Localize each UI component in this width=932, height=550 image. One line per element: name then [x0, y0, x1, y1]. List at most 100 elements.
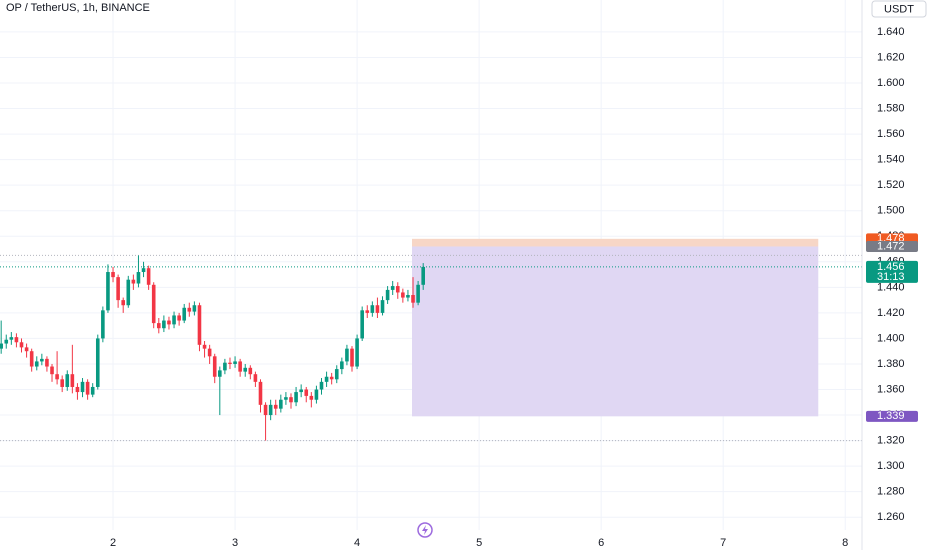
candle-body	[385, 289, 390, 301]
candle-body	[273, 404, 278, 409]
candle-body	[90, 386, 95, 395]
candle-body	[40, 358, 44, 362]
candle-body	[111, 272, 115, 278]
y-tick-label: 1.320	[877, 435, 905, 447]
y-tick-label: 1.260	[877, 511, 905, 523]
y-tick-label: 1.380	[877, 358, 905, 370]
candle-body	[85, 381, 90, 395]
candle-body	[146, 268, 151, 285]
candle-body	[24, 347, 29, 352]
candle-body	[324, 376, 329, 382]
candle-body	[228, 362, 232, 364]
candle-body	[248, 367, 253, 375]
candle-body	[309, 395, 314, 400]
candle-body	[279, 399, 283, 409]
x-tick-label: 5	[476, 537, 482, 549]
replay-icon[interactable]	[417, 522, 433, 538]
candle-body	[106, 272, 110, 311]
position-target-zone	[412, 238, 819, 247]
candle-body	[4, 339, 9, 344]
candle-body	[50, 366, 54, 375]
candle-body	[9, 337, 14, 340]
candle-body	[29, 351, 34, 367]
candle-body	[131, 279, 136, 284]
candle-body	[350, 348, 354, 367]
icon-bolt[interactable]	[422, 525, 428, 535]
candle-body	[253, 374, 258, 382]
candle-body	[0, 343, 3, 349]
candle-body	[334, 369, 339, 380]
x-tick-label: 3	[232, 537, 238, 549]
candle-body	[65, 374, 70, 387]
x-tick-label: 7	[720, 537, 726, 549]
y-tick-label: 1.420	[877, 307, 905, 319]
y-tick-label: 1.560	[877, 128, 905, 140]
position-bottom-label: 1.339	[877, 410, 905, 422]
x-tick-label: 6	[598, 537, 604, 549]
candle-body	[212, 356, 217, 377]
candle-body	[197, 305, 202, 345]
candle-body	[233, 361, 237, 364]
y-tick-label: 1.600	[877, 77, 905, 89]
candle-body	[284, 397, 288, 400]
candle-body	[319, 381, 324, 390]
y-tick-label: 1.620	[877, 51, 905, 63]
currency-button[interactable]	[871, 0, 927, 18]
candle-body	[14, 337, 19, 343]
last-price-badge	[866, 260, 918, 283]
candle-body	[136, 272, 141, 284]
candle-body	[238, 361, 242, 372]
candle-body	[314, 389, 319, 400]
candle-body	[151, 284, 156, 324]
candle-body	[289, 397, 293, 403]
candle-body	[60, 379, 64, 387]
candle-body	[182, 307, 187, 321]
candle-body	[416, 284, 420, 303]
candle-body	[390, 286, 395, 290]
candle-body	[177, 315, 181, 321]
candle-body	[172, 315, 176, 325]
candle-body	[329, 376, 334, 380]
currency-label[interactable]: USDT	[884, 3, 914, 15]
y-tick-label: 1.580	[877, 102, 905, 114]
candle-body	[401, 292, 405, 298]
candle-body	[263, 404, 268, 416]
candle-body	[121, 300, 126, 306]
candle-body	[55, 374, 59, 380]
y-tick-label: 1.400	[877, 332, 905, 344]
candle-body	[95, 338, 100, 387]
candle-body	[395, 286, 400, 293]
candle-body	[299, 389, 303, 393]
position-bottom-badge	[866, 410, 918, 422]
candle-body	[218, 370, 222, 377]
candle-body	[126, 279, 131, 306]
candle-body	[45, 358, 49, 367]
y-tick-label: 1.640	[877, 26, 905, 38]
candle-body	[207, 348, 212, 357]
y-tick-label: 1.520	[877, 179, 905, 191]
candle-body	[406, 295, 410, 298]
candle-body	[370, 305, 375, 313]
candle-body	[187, 307, 192, 312]
candle-body	[75, 386, 80, 393]
candle-body	[101, 310, 105, 339]
position-entry-label: 1.472	[877, 240, 905, 252]
candle-body	[360, 310, 364, 339]
candle-body	[116, 277, 120, 301]
y-tick-label: 1.500	[877, 205, 905, 217]
candle-body	[294, 392, 298, 403]
candle-body	[167, 320, 171, 325]
candle-body	[19, 342, 24, 348]
x-tick-label: 8	[842, 537, 848, 549]
y-tick-label: 1.280	[877, 486, 905, 498]
candle-body	[162, 320, 166, 329]
candle-body	[421, 266, 425, 285]
candle-body	[340, 361, 344, 370]
candle-body	[156, 323, 161, 329]
candle-body	[258, 381, 263, 405]
candle-body	[192, 305, 197, 312]
candle-body	[380, 300, 385, 313]
position-entry-badge	[866, 240, 918, 252]
candle-body	[355, 338, 359, 367]
